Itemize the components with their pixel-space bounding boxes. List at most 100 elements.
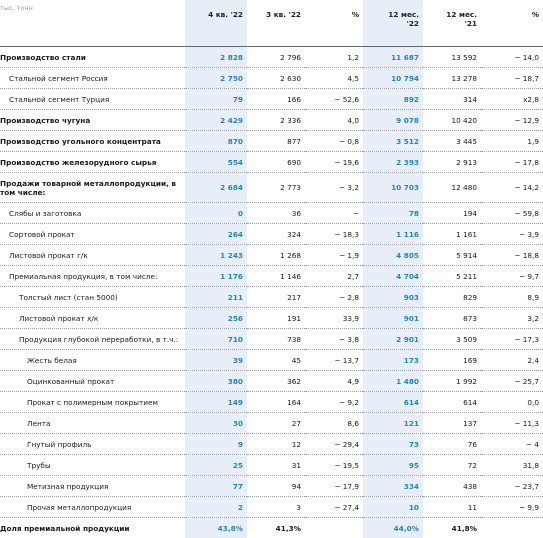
cell-12m-21: 314 — [423, 89, 481, 110]
cell-pct-q: 8,6 — [305, 413, 363, 434]
cell-q3: 1 146 — [247, 266, 305, 287]
cell-pct-q: 4,5 — [305, 68, 363, 89]
cell-q3: 166 — [247, 89, 305, 110]
cell-pct-q: − 19,5 — [305, 455, 363, 476]
cell-pct-q: − 0,8 — [305, 131, 363, 152]
row-label: Толстый лист (стан 5000) — [0, 287, 185, 308]
cell-pct-q: 2,7 — [305, 266, 363, 287]
cell-12m-21: 1 161 — [423, 224, 481, 245]
cell-12m-21: 12 480 — [423, 173, 481, 203]
cell-12m-22: 10 — [363, 497, 423, 518]
cell-pct-y: x2,8 — [481, 89, 543, 110]
cell-pct-y: − 4 — [481, 434, 543, 455]
cell-12m-21: 2 913 — [423, 152, 481, 173]
cell-12m-22: 892 — [363, 89, 423, 110]
cell-q3: 36 — [247, 203, 305, 224]
cell-q4: 554 — [185, 152, 247, 173]
cell-12m-21: 5 211 — [423, 266, 481, 287]
col-12m-2022: 12 мес. '22 — [363, 0, 423, 47]
cell-12m-21: 169 — [423, 350, 481, 371]
cell-q4: 264 — [185, 224, 247, 245]
cell-pct-q: − 19,6 — [305, 152, 363, 173]
col-12m-2022-line1: 12 мес. — [388, 10, 419, 19]
cell-12m-22: 10 703 — [363, 173, 423, 203]
cell-q3: 362 — [247, 371, 305, 392]
cell-q3: 2 630 — [247, 68, 305, 89]
cell-q3: 324 — [247, 224, 305, 245]
cell-q4: 380 — [185, 371, 247, 392]
cell-12m-22: 2 901 — [363, 329, 423, 350]
cell-q3: 2 773 — [247, 173, 305, 203]
cell-q3: 217 — [247, 287, 305, 308]
cell-12m-22: 95 — [363, 455, 423, 476]
row-label: Прокат с полимерным покрытием — [0, 392, 185, 413]
cell-pct-q — [305, 518, 363, 538]
cell-q4: 39 — [185, 350, 247, 371]
cell-12m-21: 137 — [423, 413, 481, 434]
cell-q4: 79 — [185, 89, 247, 110]
cell-pct-q: 1,2 — [305, 47, 363, 68]
row-label: Премиальная продукция, в том числе: — [0, 266, 185, 287]
cell-pct-y: − 9,9 — [481, 497, 543, 518]
row-label: Трубы — [0, 455, 185, 476]
cell-pct-q: − 29,4 — [305, 434, 363, 455]
row-label: Производство железорудного сырья — [0, 152, 185, 173]
row-label: Производство стали — [0, 47, 185, 68]
cell-12m-21: 72 — [423, 455, 481, 476]
cell-12m-22: 4 805 — [363, 245, 423, 266]
row-label: Метизная продукция — [0, 476, 185, 497]
cell-12m-21: 5 914 — [423, 245, 481, 266]
cell-q4: 149 — [185, 392, 247, 413]
cell-q3: 45 — [247, 350, 305, 371]
cell-12m-22: 4 704 — [363, 266, 423, 287]
cell-q3: 738 — [247, 329, 305, 350]
cell-pct-q: − 2,8 — [305, 287, 363, 308]
cell-12m-22: 614 — [363, 392, 423, 413]
cell-q3: 877 — [247, 131, 305, 152]
cell-12m-21: 194 — [423, 203, 481, 224]
cell-12m-22: 121 — [363, 413, 423, 434]
cell-q4: 2 429 — [185, 110, 247, 131]
cell-12m-22: 1 480 — [363, 371, 423, 392]
cell-q3: 31 — [247, 455, 305, 476]
cell-pct-q: − 18,3 — [305, 224, 363, 245]
cell-q4: 2 828 — [185, 47, 247, 68]
row-label: Жесть белая — [0, 350, 185, 371]
cell-12m-21: 13 278 — [423, 68, 481, 89]
col-pct-year: % — [481, 0, 543, 47]
table-row: Продукция глубокой переработки, в т.ч.:7… — [0, 329, 543, 350]
cell-12m-21: 829 — [423, 287, 481, 308]
cell-q4: 9 — [185, 434, 247, 455]
table-row: Премиальная продукция, в том числе:1 176… — [0, 266, 543, 287]
cell-12m-22: 903 — [363, 287, 423, 308]
cell-pct-q: − 17,9 — [305, 476, 363, 497]
cell-pct-y: 0,0 — [481, 392, 543, 413]
row-label: Продажи товарной металлопродукции, в том… — [0, 173, 185, 203]
cell-pct-q: − 52,6 — [305, 89, 363, 110]
row-label: Гнутый профиль — [0, 434, 185, 455]
cell-12m-21: 10 420 — [423, 110, 481, 131]
cell-q3: 12 — [247, 434, 305, 455]
cell-pct-y: − 59,8 — [481, 203, 543, 224]
cell-q4: 1 176 — [185, 266, 247, 287]
cell-q4: 256 — [185, 308, 247, 329]
cell-12m-21: 1 992 — [423, 371, 481, 392]
cell-12m-21: 614 — [423, 392, 481, 413]
cell-12m-22: 901 — [363, 308, 423, 329]
cell-pct-y: − 18,7 — [481, 68, 543, 89]
cell-pct-y — [481, 518, 543, 538]
cell-12m-22: 73 — [363, 434, 423, 455]
cell-q3: 690 — [247, 152, 305, 173]
cell-q4: 1 243 — [185, 245, 247, 266]
cell-12m-21: 3 445 — [423, 131, 481, 152]
cell-q4: 2 750 — [185, 68, 247, 89]
